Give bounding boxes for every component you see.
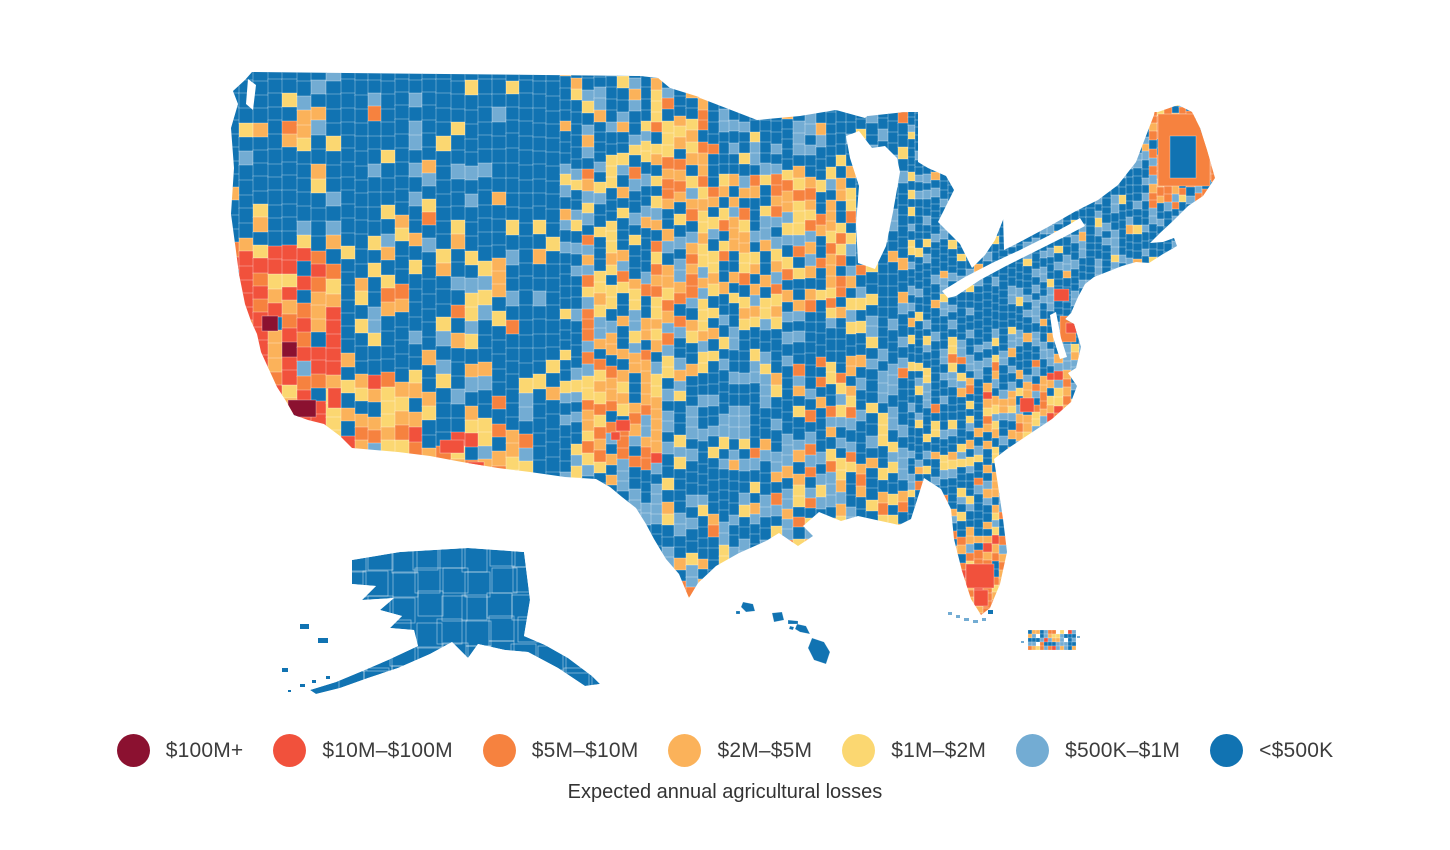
alaska-islands <box>282 624 330 692</box>
legend-label: $1M–$2M <box>891 738 987 762</box>
county-highlight <box>973 589 989 607</box>
legend-label: $10M–$100M <box>322 738 453 762</box>
county-highlight <box>965 563 995 589</box>
legend-item-under-500k: <$500K <box>1210 734 1333 767</box>
legend-label: $2M–$5M <box>717 738 813 762</box>
us-county-choropleth-map[interactable] <box>0 0 1450 722</box>
legend-label: $500K–$1M <box>1065 738 1181 762</box>
legend-swatch-lightblue <box>1016 734 1050 767</box>
county-highlight <box>467 461 485 478</box>
alaska <box>310 548 600 694</box>
legend-swatch-darkblue <box>1210 734 1244 767</box>
hawaii <box>735 601 831 665</box>
legend-label: $100M+ <box>165 738 244 762</box>
legend-swatch-yellow <box>842 734 876 767</box>
legend-swatch-maroon <box>116 734 150 767</box>
map-caption: Expected annual agricultural losses <box>567 781 883 803</box>
county-highlight <box>1169 135 1197 179</box>
county-highlight <box>615 419 631 432</box>
legend-label: <$500K <box>1259 738 1334 762</box>
puerto-rico <box>1021 629 1080 651</box>
county-highlight <box>327 387 342 409</box>
legend-item-500k-1m: $500K–$1M <box>1016 734 1180 767</box>
legend-item-10m-100m: $10M–$100M <box>273 734 453 767</box>
county-highlight <box>1065 322 1079 334</box>
county-highlight <box>287 399 317 418</box>
county-highlight <box>1053 288 1070 302</box>
legend-item-1m-2m: $1M–$2M <box>842 734 986 767</box>
county-highlight <box>305 425 314 431</box>
florida-keys <box>948 610 993 623</box>
legend-item-100m-plus: $100M+ <box>116 734 244 767</box>
map-legend: $100M+ $10M–$100M $5M–$10M $2M–$5M $1M–$… <box>0 734 1450 767</box>
legend-item-5m-10m: $5M–$10M <box>482 734 639 767</box>
legend-swatch-orange <box>482 734 516 767</box>
legend-swatch-red <box>273 734 307 767</box>
great-lakes-water <box>246 70 1156 359</box>
county-highlight <box>439 439 465 454</box>
county-highlight <box>1019 397 1035 413</box>
legend-label: $5M–$10M <box>531 738 639 762</box>
county-highlight <box>610 431 621 441</box>
legend-swatch-amber <box>668 734 702 767</box>
county-highlight <box>261 315 279 332</box>
county-highlight <box>293 422 304 429</box>
legend-item-2m-5m: $2M–$5M <box>668 734 812 767</box>
